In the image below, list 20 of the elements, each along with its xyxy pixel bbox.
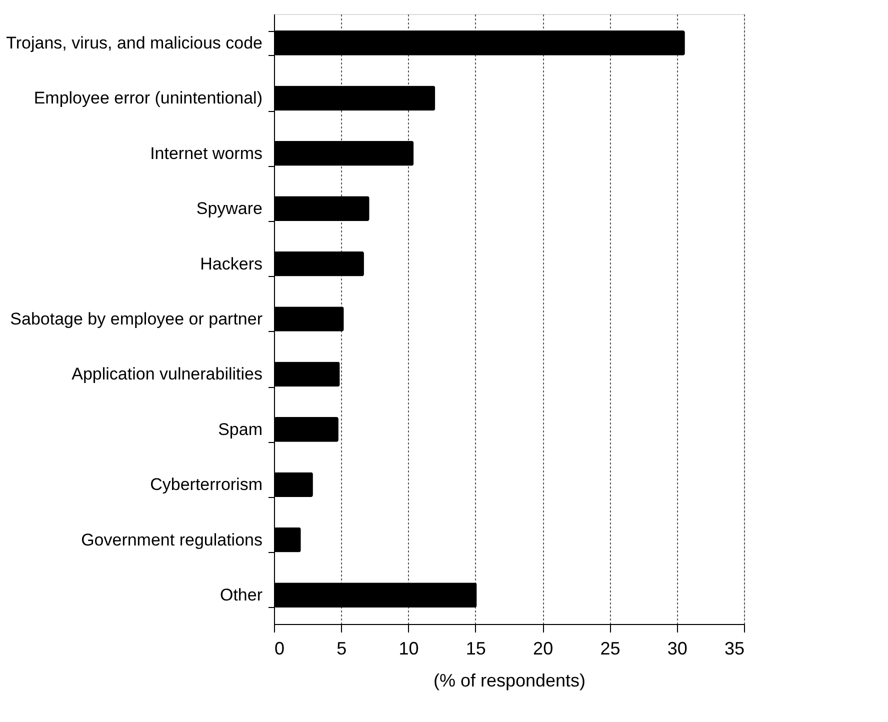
- y-tick-label: Other: [220, 586, 263, 605]
- y-tick-label: Trojans, virus, and malicious code: [6, 33, 262, 52]
- y-tick-label: Cyberterrorism: [150, 475, 262, 494]
- y-tick-label: Spam: [218, 420, 262, 439]
- x-axis-title: (% of respondents): [433, 670, 586, 690]
- y-tick-label: Application vulnerabilities: [72, 364, 262, 384]
- y-tick-label: Hackers: [200, 254, 262, 274]
- y-tick-label: Employee error (unintentional): [34, 88, 262, 108]
- x-tick-label: 15: [466, 638, 486, 658]
- x-tick-label: 25: [600, 638, 620, 658]
- x-tick-label: 30: [667, 638, 688, 658]
- x-tick-label: 5: [336, 638, 347, 658]
- y-tick-label: Internet worms: [150, 144, 262, 163]
- x-tick-label: 20: [533, 638, 554, 658]
- y-tick-label: Spyware: [196, 199, 262, 218]
- x-tick-label: 0: [274, 638, 285, 658]
- x-tick-label: 10: [398, 638, 419, 658]
- x-tick-label: 35: [724, 638, 744, 658]
- y-tick-label: Government regulations: [81, 530, 262, 550]
- y-tick-label: Sabotage by employee or partner: [10, 310, 263, 328]
